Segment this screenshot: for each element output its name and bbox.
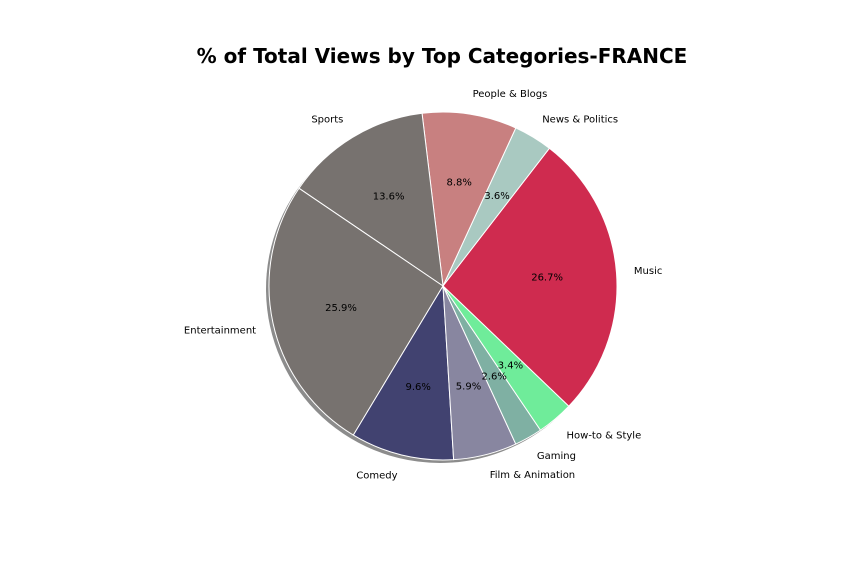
pie-category-labels: Music News & Politics People & Blogs Sports…: [184, 89, 662, 481]
slice-music: [442, 147, 618, 407]
percent-label-news-and-politics: 3.6%: [484, 191, 509, 202]
category-label-comedy: Comedy: [356, 470, 397, 481]
percent-label-music: 26.7%: [531, 273, 563, 284]
percent-label-people-and-blogs: 8.8%: [446, 177, 471, 188]
category-label-entertainment: Entertainment: [184, 326, 256, 337]
category-label-film-and-animation: Film & Animation: [490, 470, 575, 481]
category-label-music: Music: [634, 266, 662, 277]
slice-comedy: [352, 285, 455, 461]
slice-people-and-blogs: [421, 111, 517, 287]
slice-how-to-and-style: [442, 285, 570, 431]
chart-title: % of Total Views by Top Categories-FRANC…: [197, 44, 688, 68]
category-label-news-and-politics: News & Politics: [542, 114, 618, 125]
category-label-how-to-and-style: How-to & Style: [567, 431, 642, 442]
percent-label-how-to-and-style: 3.4%: [498, 360, 523, 371]
slice-entertainment: [268, 187, 444, 436]
percent-label-film-and-animation: 5.9%: [456, 382, 481, 393]
pie-percent-labels: 26.7% 3.6% 8.8% 13.6% 25.9% 9.6% 5.9%2.6%3.4%: [325, 177, 563, 393]
percent-label-entertainment: 25.9%: [325, 303, 357, 314]
slice-sports: [298, 112, 444, 287]
pie-slices: [268, 111, 618, 461]
category-label-gaming: Gaming: [537, 451, 576, 462]
category-label-people-and-blogs: People & Blogs: [473, 89, 548, 100]
percent-label-comedy: 9.6%: [405, 382, 430, 393]
percent-label-gaming: 2.6%: [481, 372, 506, 383]
category-label-sports: Sports: [311, 115, 343, 126]
percent-label-sports: 13.6%: [373, 191, 405, 202]
